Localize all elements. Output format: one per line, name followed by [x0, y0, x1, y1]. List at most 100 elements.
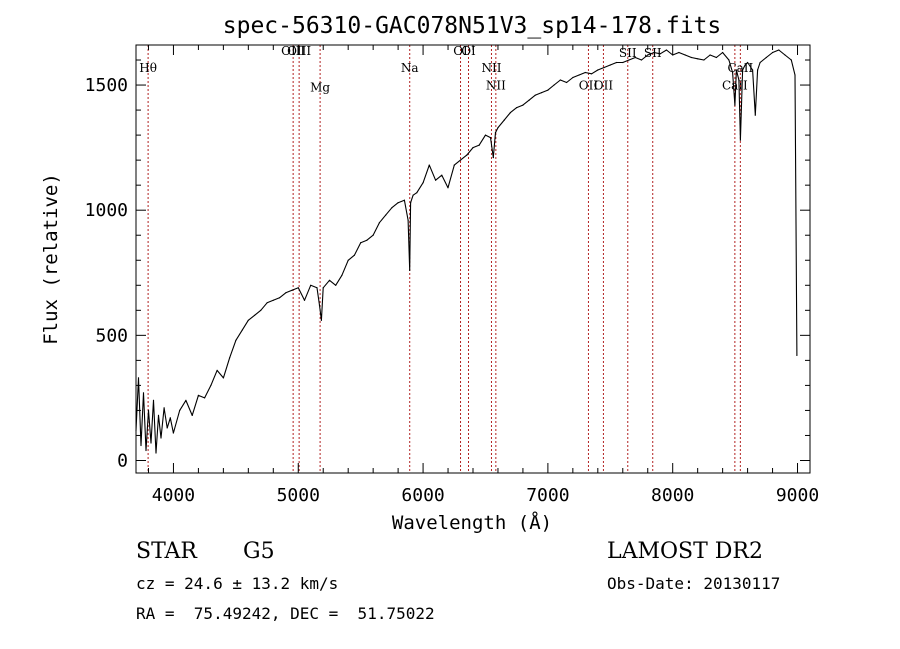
spectrum-point-15 — [179, 409, 181, 411]
spectrum-point-54 — [407, 219, 409, 221]
spectrum-point-109 — [722, 51, 724, 54]
spectrum-point-53 — [403, 199, 405, 201]
spectrum-point-94 — [628, 59, 630, 61]
spectrum-point-99 — [659, 53, 661, 55]
spectrum-point-9 — [157, 414, 160, 416]
spectrum-point-47 — [366, 239, 368, 241]
spectrum-point-105 — [697, 58, 699, 60]
spectrum-point-33 — [291, 289, 293, 291]
spectrum-point-91 — [609, 64, 611, 66]
spectrum-point-124 — [772, 51, 774, 54]
spectrum-point-5 — [147, 409, 150, 411]
spectrum-point-59 — [422, 182, 424, 184]
y-tick-label-1: 500 — [95, 325, 128, 346]
spectrum-point-88 — [591, 73, 593, 75]
line-marker-label-6: OI — [461, 44, 476, 58]
spectrum-point-127 — [790, 59, 792, 61]
spectrum-point-19 — [204, 397, 206, 399]
spectrum-point-14 — [172, 432, 174, 434]
spectrum-point-56 — [410, 202, 412, 204]
spectrum-point-51 — [391, 207, 393, 209]
spectrum-point-39 — [320, 319, 322, 321]
spectrum-point-113 — [735, 69, 738, 71]
spectrum-point-70 — [489, 137, 492, 139]
spectrum-point-73 — [497, 127, 499, 129]
spectrum-point-11 — [163, 407, 165, 409]
spectrum-point-117 — [744, 64, 746, 66]
spectrum-point-3 — [142, 392, 145, 394]
spectrum-point-77 — [522, 104, 524, 106]
object-class: STAR — [136, 539, 197, 564]
spectrum-point-125 — [778, 49, 780, 51]
y-tick-label-3: 1500 — [85, 75, 128, 96]
spectrum-point-90 — [603, 66, 605, 69]
spectrum-point-12 — [166, 427, 168, 429]
spectrum-point-74 — [503, 119, 505, 121]
x-axis-label: Wavelength (Å) — [392, 511, 552, 534]
line-marker-label-9: OII — [579, 79, 599, 93]
spectrum-point-81 — [547, 89, 549, 91]
spectrum-point-50 — [385, 214, 387, 216]
spectrum-point-93 — [622, 61, 624, 64]
spectrum-point-116 — [742, 69, 744, 71]
spectrum-point-23 — [229, 357, 231, 359]
spectrum-point-122 — [759, 61, 761, 64]
spectrum-point-86 — [578, 74, 580, 76]
x-tick-label-1: 5000 — [277, 485, 320, 506]
spectrum-point-115 — [739, 139, 742, 141]
line-marker-label-2: OIII — [287, 44, 311, 58]
spectrum-series — [135, 49, 798, 454]
spectrum-point-18 — [197, 394, 199, 396]
axis-ticks: 4000 5000 6000 7000 8000 9000 0 500 1000 1500 — [85, 45, 819, 506]
spectrum-point-78 — [528, 99, 530, 101]
spectrum-point-2 — [140, 444, 142, 447]
spectrum-point-102 — [678, 51, 680, 54]
spectrum-point-40 — [322, 287, 324, 289]
spectrum-point-55 — [409, 269, 411, 271]
spectrum-point-46 — [360, 242, 362, 244]
spectrum-point-64 — [453, 164, 455, 166]
spectrum-point-103 — [684, 54, 686, 56]
spectrum-point-66 — [466, 154, 468, 156]
spectrum-point-112 — [734, 104, 736, 106]
spectrum-point-60 — [428, 164, 430, 166]
spectrum-point-128 — [794, 74, 796, 76]
line-marker-label-8: NII — [486, 79, 506, 93]
plot-frame — [135, 44, 811, 474]
spectrum-point-106 — [703, 59, 705, 61]
spectrum-point-52 — [397, 202, 399, 204]
chart-title: spec-56310-GAC078N51V3_sp14-178.fits — [223, 13, 722, 39]
x-tick-label-4: 8000 — [651, 485, 694, 506]
spectrum-point-4 — [145, 449, 147, 452]
spectrum-point-61 — [435, 179, 437, 181]
spectrum-point-97 — [647, 54, 649, 56]
spectrum-point-30 — [272, 299, 274, 301]
spectrum-point-121 — [757, 69, 759, 71]
object-subclass: G5 — [243, 539, 275, 564]
spectrum-point-7 — [152, 399, 155, 401]
spectrum-point-118 — [747, 61, 749, 64]
spectrum-point-43 — [341, 274, 343, 276]
line-marker-label-0: Hθ — [139, 61, 157, 75]
spectrum-point-22 — [222, 377, 224, 379]
spectrum-point-38 — [318, 304, 321, 306]
spectrum-point-57 — [412, 194, 414, 196]
spectrum-point-119 — [752, 69, 754, 71]
spectrum-point-76 — [516, 107, 518, 109]
line-marker-label-5: OI — [453, 44, 468, 58]
spectrum-point-85 — [572, 76, 574, 79]
y-axis-label: Flux (relative) — [40, 173, 62, 345]
spectrum-point-6 — [150, 442, 152, 444]
spectrum-point-83 — [559, 79, 562, 81]
spectrum-point-72 — [494, 132, 497, 134]
spectrum-point-63 — [447, 187, 449, 189]
spectrum-line-0 — [135, 49, 798, 454]
spectrum-point-13 — [169, 417, 171, 419]
spectrum-point-111 — [732, 71, 734, 74]
spectrum-point-48 — [372, 234, 374, 236]
y-tick-label-0: 0 — [117, 450, 128, 471]
y-tick-label-2: 1000 — [85, 200, 128, 221]
spectrum-point-45 — [353, 254, 355, 256]
spectrum-point-100 — [665, 49, 668, 51]
